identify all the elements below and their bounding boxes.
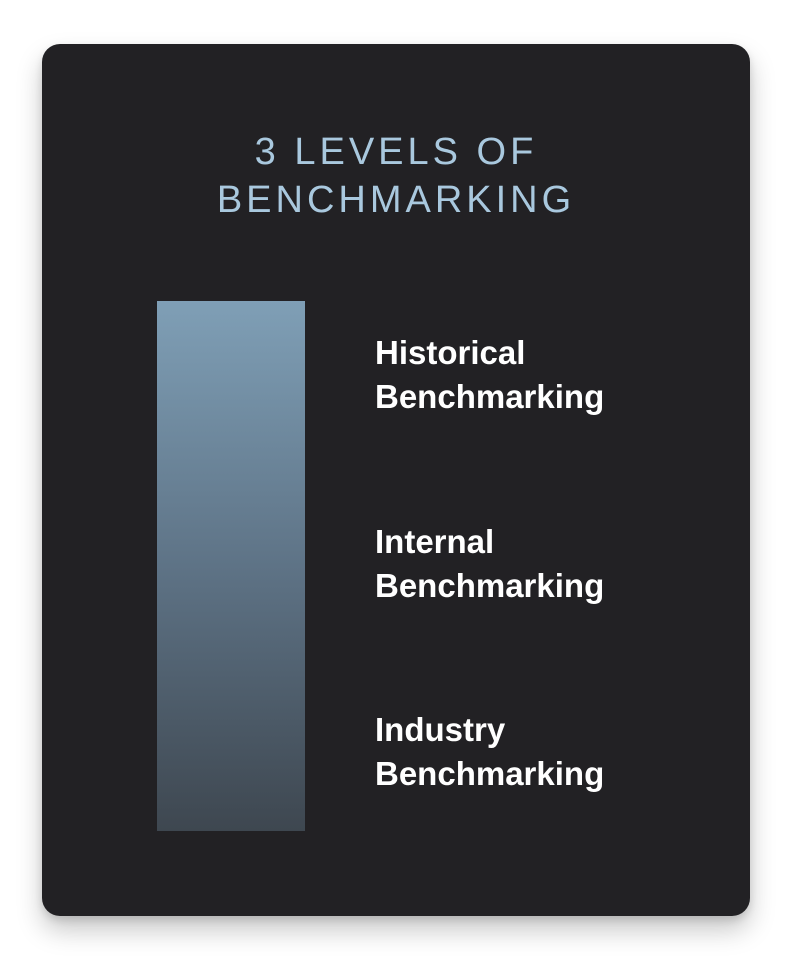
level-label-line-1: Internal xyxy=(375,523,495,560)
level-label-line-2: Benchmarking xyxy=(375,567,605,604)
level-historical: Historical Benchmarking xyxy=(375,331,604,419)
gradient-bar xyxy=(157,301,305,831)
level-internal: Internal Benchmarking xyxy=(375,520,604,608)
title-line-1: 3 LEVELS OF xyxy=(254,131,538,173)
card-title: 3 LEVELS OF BENCHMARKING xyxy=(42,128,750,224)
title-line-2: BENCHMARKING xyxy=(216,179,576,221)
level-label-line-2: Benchmarking xyxy=(375,378,605,415)
level-industry: Industry Benchmarking xyxy=(375,708,604,796)
level-label-line-1: Historical xyxy=(375,334,526,371)
level-label-line-1: Industry xyxy=(375,711,506,748)
benchmarking-card: 3 LEVELS OF BENCHMARKING Historical Benc… xyxy=(42,44,750,916)
level-label-line-2: Benchmarking xyxy=(375,755,605,792)
